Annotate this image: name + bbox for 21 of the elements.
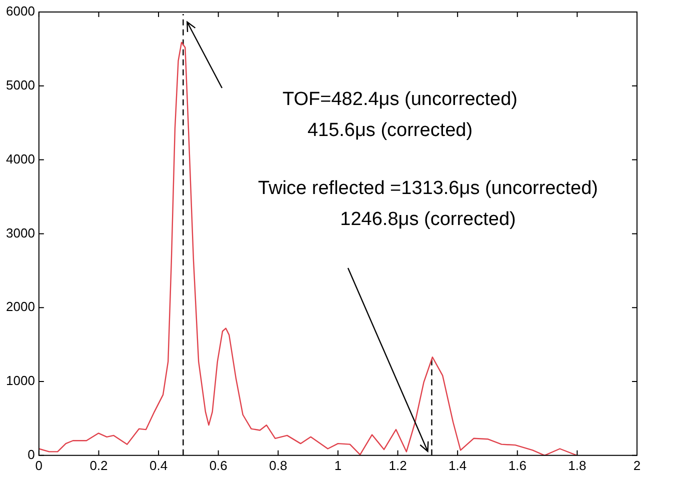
y-tick-label: 2000	[6, 299, 35, 314]
y-tick-label: 5000	[6, 77, 35, 92]
x-tick-label: 1.8	[568, 458, 586, 473]
annotation: 415.6μs (corrected)	[307, 120, 473, 142]
annotation: Twice reflected =1313.6μs (uncorrected)	[258, 178, 598, 200]
x-tick-label: 1	[334, 458, 342, 473]
y-tick-label: 0	[28, 446, 35, 462]
x-tick-label: 0.4	[149, 458, 168, 473]
y-tick-label: 3000	[6, 225, 35, 240]
x-tick-label: 2	[633, 458, 641, 473]
x-tick-label: 1.2	[388, 458, 407, 473]
annotation: TOF=482.4μs (uncorrected)	[282, 89, 518, 110]
x-tick-label: 0.8	[269, 458, 288, 473]
x-tick-label: 0.6	[209, 458, 228, 473]
x-tick-label: 0.2	[90, 458, 108, 473]
y-tick-label: 4000	[6, 151, 35, 166]
y-tick-label: 1000	[6, 373, 35, 388]
x-tick-label: 1.6	[508, 458, 526, 473]
y-tick-label: 6000	[6, 4, 35, 19]
x-tick-label: 1.4	[448, 458, 467, 473]
annotation: 1246.8μs (corrected)	[340, 209, 516, 230]
